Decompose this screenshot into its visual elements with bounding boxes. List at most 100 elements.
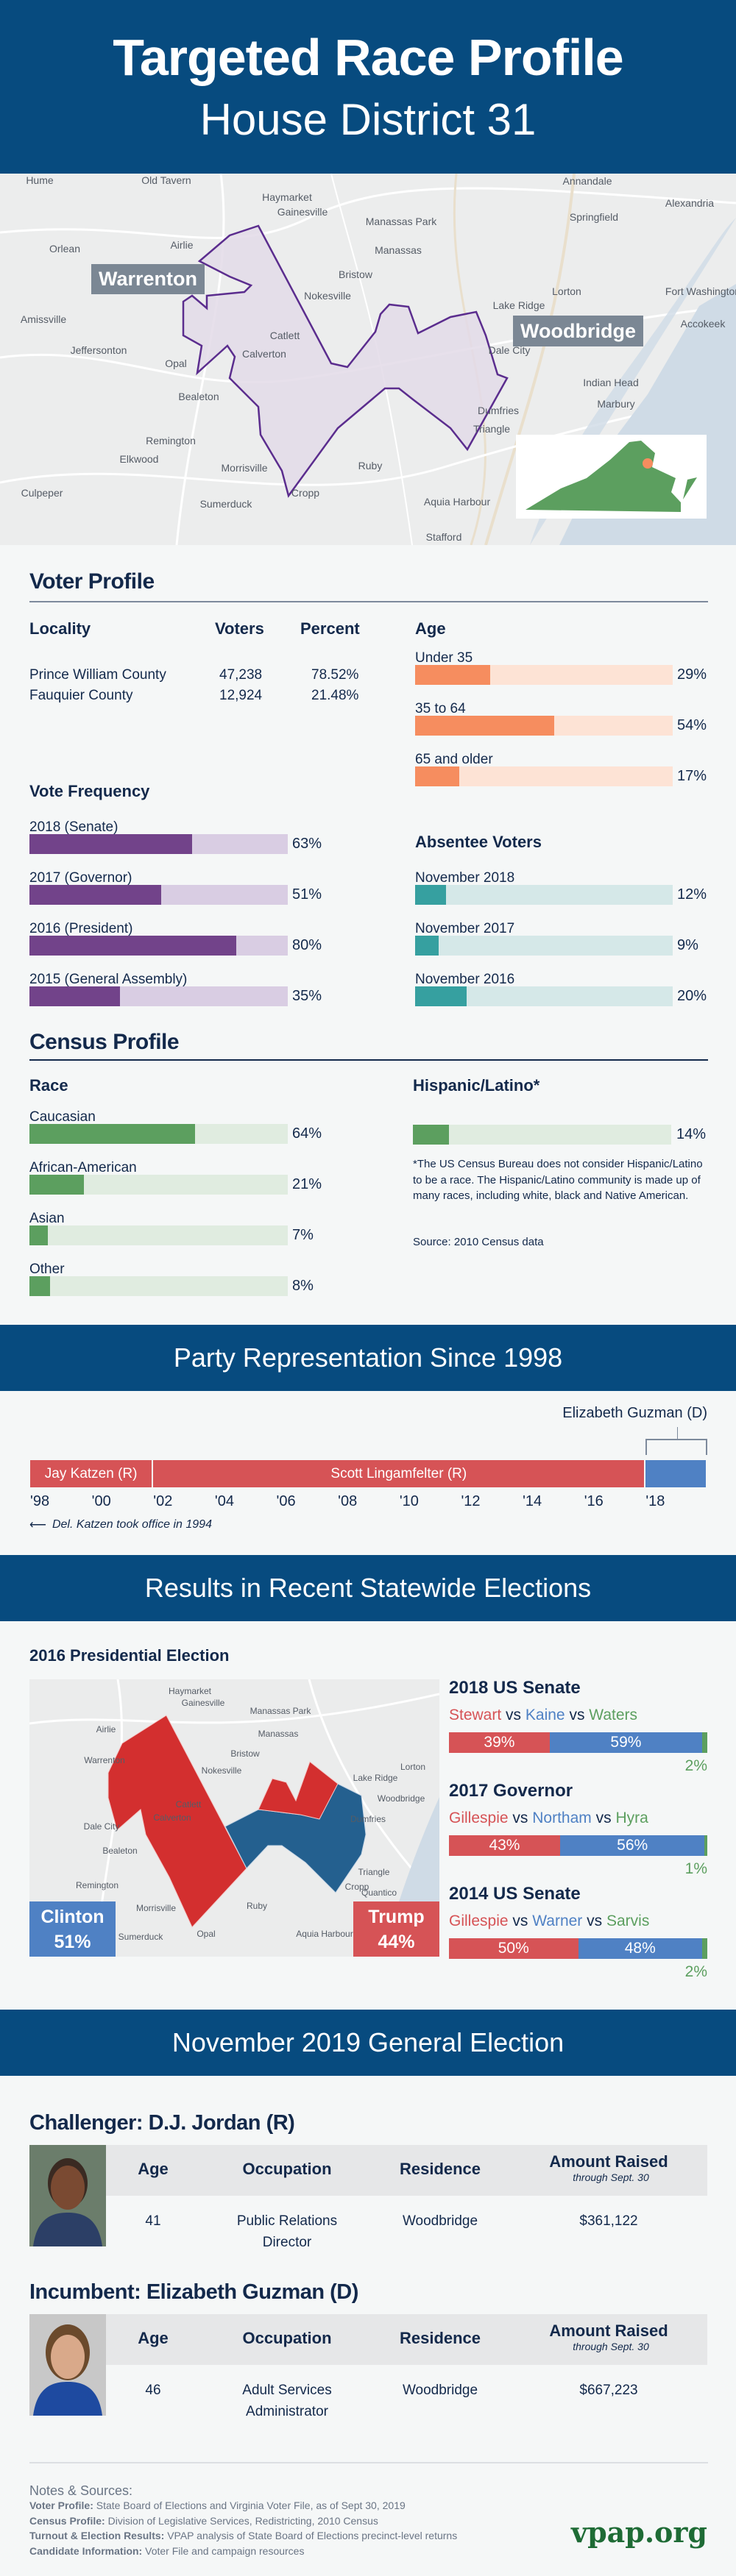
locality-voters: 12,924: [219, 688, 263, 703]
bar-value: 63%: [292, 836, 322, 852]
map-place-label: Remington: [75, 1880, 119, 1890]
map-place-label: Ruby: [246, 1901, 268, 1911]
map-place-label: Nokesville: [304, 290, 351, 302]
map-place-label: Marbury: [597, 398, 635, 410]
map-place-label: Sumerduck: [118, 1932, 163, 1942]
timeline-tick: '04: [214, 1493, 234, 1509]
map-place-label: Cropp: [291, 487, 320, 499]
occupation-line: Director: [262, 2235, 312, 2250]
bar-track: [29, 885, 288, 905]
bar-track: [415, 936, 673, 956]
bar-value: 20%: [677, 988, 707, 1004]
vote_frequency-title: Vote Frequency: [29, 782, 150, 800]
presidential-map-title: 2016 Presidential Election: [29, 1646, 230, 1665]
map-place-label: Lorton: [400, 1762, 426, 1772]
note-line: Candidate Information: Voter File and ca…: [29, 2545, 304, 2557]
katzen-note-text: Del. Katzen took office in 1994: [52, 1518, 212, 1531]
vpap-logo: vpap.org: [570, 2516, 707, 2549]
map-place-label: Culpeper: [21, 487, 63, 499]
vs-text: vs: [512, 1810, 528, 1826]
notes-title: Notes & Sources:: [29, 2483, 133, 2498]
timeline-tick: '08: [338, 1493, 358, 1509]
district-map: Fort Washington Stafford Aquia Harbour Sume…: [0, 174, 736, 545]
bar-track: [415, 986, 673, 1006]
map-place-label: Ruby: [358, 460, 383, 472]
bar-label: November 2017: [415, 921, 515, 936]
locality-name: Fauquier County: [29, 688, 133, 703]
section-title-census-profile: Census Profile: [29, 1030, 180, 1054]
note-text: VPAP analysis of State Board of Election…: [164, 2530, 458, 2541]
percent-header: Percent: [300, 619, 360, 638]
race-bar-segment: 48%: [578, 1938, 702, 1959]
general-banner: November 2019 General Election: [0, 2010, 736, 2076]
map-place-label: Orlean: [49, 243, 81, 255]
note-label: Voter Profile:: [29, 2499, 93, 2511]
vs-text: vs: [587, 1913, 603, 1929]
timeline-tick: '06: [276, 1493, 296, 1509]
map-place-label: Airlie: [96, 1724, 116, 1734]
age-title: Age: [415, 619, 446, 638]
candidate-name: Stewart: [449, 1707, 502, 1723]
map-place-label: Indian Head: [583, 377, 639, 388]
map-place-label: Alexandria: [665, 197, 715, 209]
map-place-label: Calverton: [242, 348, 286, 360]
map-place-label: Manassas Park: [250, 1706, 311, 1716]
locality-voters: 47,238: [219, 667, 263, 683]
map-place-label: Airlie: [170, 239, 194, 251]
map-place-label: Calverton: [153, 1812, 191, 1823]
locality-name: Prince William County: [29, 667, 166, 683]
bar-value: 51%: [292, 886, 322, 903]
map-place-label: Stafford: [425, 531, 462, 543]
bar-track: [29, 1175, 288, 1195]
guzman-bracket-stem: [677, 1427, 678, 1439]
bar-fill: [29, 1175, 84, 1195]
bar-fill: [29, 1124, 195, 1144]
race-bar-segment: 56%: [559, 1835, 705, 1856]
bar-value: 80%: [292, 937, 322, 953]
map-place-label: Morrisville: [136, 1903, 176, 1913]
map-place-label: Haymarket: [262, 191, 312, 203]
race-bar-segment: [701, 1938, 707, 1959]
section-divider: [29, 1059, 708, 1061]
map-place-label: Lake Ridge: [353, 1773, 398, 1783]
race-result-bar: 39% 59%: [449, 1732, 707, 1753]
timeline-segment: Jay Katzen (R): [30, 1460, 152, 1487]
race-bar-segment: 43%: [449, 1835, 560, 1856]
residence-header: Residence: [399, 2160, 481, 2178]
map-place-label: Dale City: [488, 344, 531, 356]
candidate-occupation: Adult Services Administrator: [242, 2380, 331, 2422]
candidate-age: 41: [145, 2213, 161, 2229]
candidate-heading: Incumbent: Elizabeth Guzman (D): [29, 2280, 358, 2304]
bar-fill: [29, 1276, 51, 1296]
candidate-name: Gillespie: [449, 1913, 509, 1929]
note-label: Turnout & Election Results:: [29, 2530, 165, 2541]
note-line: Voter Profile: State Board of Elections …: [29, 2499, 406, 2511]
amount-header: Amount Raised: [549, 2321, 668, 2340]
bar-track: [29, 1225, 288, 1245]
timeline-tick: '02: [153, 1493, 173, 1509]
bar-value: 35%: [292, 988, 322, 1004]
bar-fill: [29, 885, 161, 905]
map-place-label: Nokesville: [201, 1765, 242, 1776]
map-place-label: Lorton: [552, 285, 581, 297]
candidate-photo: [29, 2145, 106, 2246]
race-other-pct: 1%: [684, 1860, 707, 1877]
bar-value: 64%: [292, 1125, 322, 1142]
vs-text: vs: [506, 1707, 522, 1723]
candidate-occupation: Public Relations Director: [237, 2210, 337, 2253]
bar-label: November 2018: [415, 870, 515, 886]
callout-woodbridge: Woodbridge: [513, 316, 643, 346]
bar-value: 21%: [292, 1176, 322, 1192]
map-place-label: Bristow: [230, 1748, 260, 1759]
occupation-line: Adult Services: [242, 2383, 332, 2398]
census-source: Source: 2010 Census data: [413, 1236, 544, 1248]
candidate-name: Hyra: [615, 1810, 648, 1826]
results-banner: Results in Recent Statewide Elections: [0, 1555, 736, 1621]
general-title: November 2019 General Election: [171, 2027, 565, 2057]
timeline-segment: Scott Lingamfelter (R): [153, 1460, 645, 1487]
map-place-label: Elkwood: [119, 453, 159, 465]
bar-value: 7%: [292, 1227, 314, 1243]
bar-fill: [413, 1125, 450, 1145]
bar-value: 12%: [677, 886, 707, 903]
occupation-line: Administrator: [246, 2404, 328, 2419]
